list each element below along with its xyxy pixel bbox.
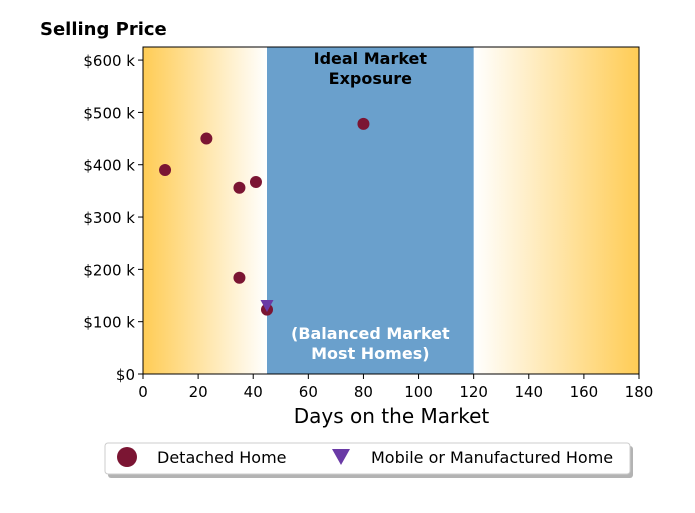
x-tick-label: 160 (570, 383, 599, 401)
x-axis: 0 20 40 60 80 100 120 140 160 180 (138, 374, 653, 401)
y-tick-label: $300 k (83, 209, 135, 227)
legend-box (104, 442, 631, 475)
band-bottom-label-line-1: (Balanced Market (291, 324, 450, 343)
data-points (159, 117, 370, 316)
x-tick-label: 0 (138, 383, 148, 401)
chart-legend: Detached Home Mobile or Manufactured Hom… (104, 442, 633, 478)
y-tick-label: $200 k (83, 261, 135, 279)
x-tick-label: 100 (404, 383, 433, 401)
x-tick-label: 40 (244, 383, 263, 401)
detached-home-point (233, 181, 246, 194)
detached-home-point (159, 163, 172, 176)
y-tick-label: $600 k (83, 52, 135, 70)
y-tick-label: $500 k (83, 104, 135, 122)
x-axis-label: Days on the Market (294, 404, 490, 428)
legend-mobile-home-marker (332, 449, 350, 465)
band-bottom-label-line-2: Most Homes) (311, 344, 429, 363)
right-gradient-region (473, 47, 639, 374)
x-tick-label: 80 (354, 383, 373, 401)
y-axis: $0 $100 k $200 k $300 k $400 k $500 k $600 k (83, 52, 143, 384)
legend-detached-home-label: Detached Home (157, 448, 287, 467)
band-top-label-line-1: Ideal Market (314, 49, 428, 68)
legend-mobile-home-label: Mobile or Manufactured Home (371, 448, 613, 467)
plot-background (143, 47, 639, 374)
band-labels: Ideal Market Exposure (Balanced Market M… (291, 49, 450, 363)
y-tick-label: $0 (116, 366, 135, 384)
chart-title: Selling Price (40, 19, 167, 40)
detached-home-point (233, 271, 246, 284)
detached-home-point (357, 117, 370, 130)
left-gradient-region (143, 47, 267, 374)
x-tick-label: 180 (625, 383, 654, 401)
x-tick-label: 120 (459, 383, 488, 401)
ideal-exposure-band (267, 47, 474, 374)
legend-detached-home-marker (117, 447, 137, 467)
detached-home-point (200, 132, 213, 145)
detached-home-point (249, 175, 262, 188)
y-tick-label: $100 k (83, 314, 135, 332)
x-tick-label: 140 (514, 383, 543, 401)
x-tick-label: 20 (189, 383, 208, 401)
plot-frame (142, 46, 640, 375)
band-top-label-line-2: Exposure (329, 69, 413, 88)
x-tick-label: 60 (299, 383, 318, 401)
mobile-home-point (260, 299, 274, 312)
y-tick-label: $400 k (83, 157, 135, 175)
